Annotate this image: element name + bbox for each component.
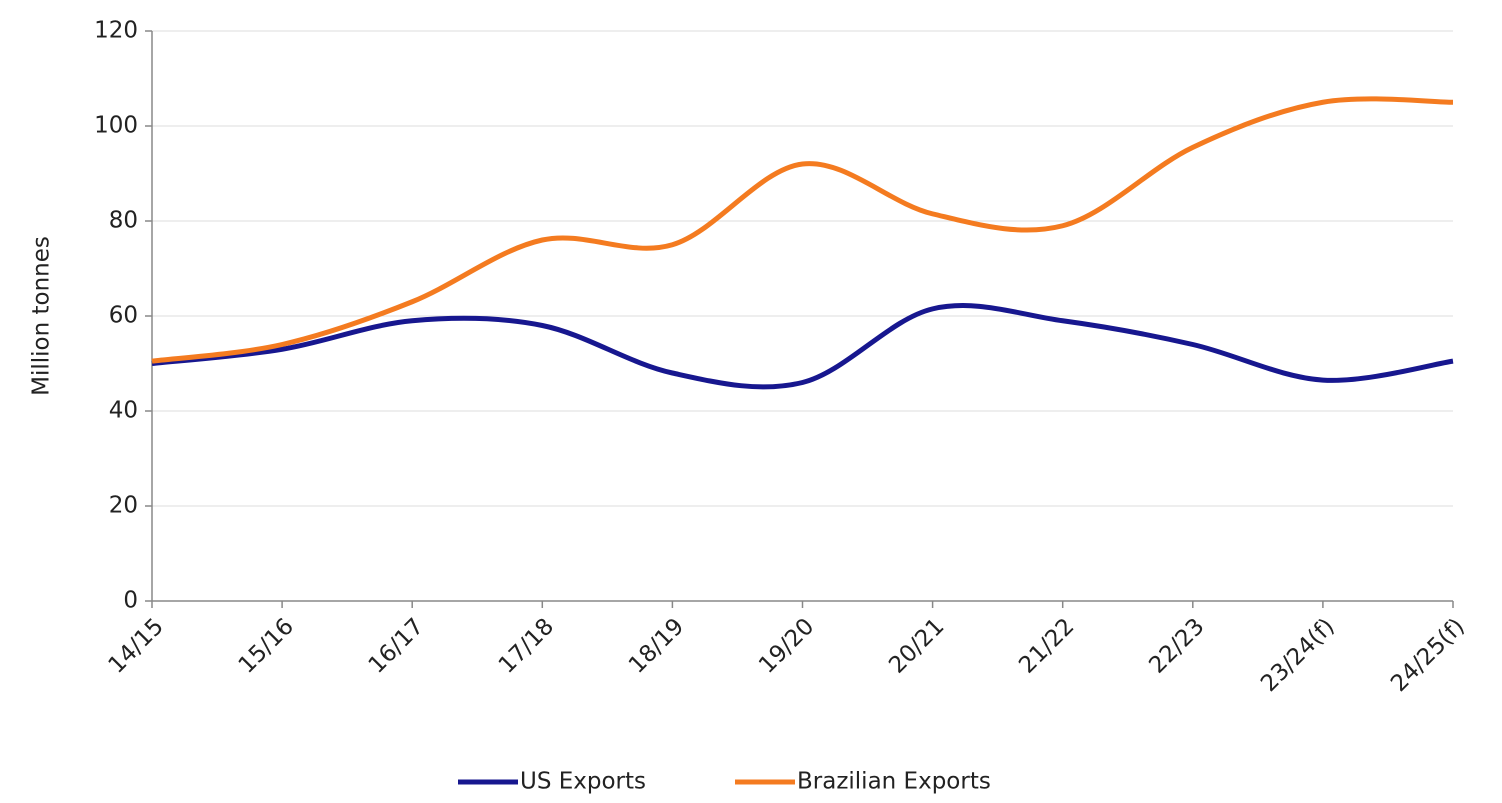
series-line (151, 303, 1454, 390)
x-tick-label: 18/19 (624, 613, 689, 678)
y-tick-label: 20 (109, 493, 138, 519)
x-tick-label: 24/25(f) (1386, 613, 1470, 697)
x-tick-label: 16/17 (364, 613, 429, 678)
x-tick-label: 20/21 (884, 613, 949, 678)
y-axis-label: Million tonnes (29, 236, 55, 396)
legend-label: US Exports (520, 769, 646, 795)
legend-label: Brazilian Exports (797, 769, 991, 795)
x-tick-label: 14/15 (104, 613, 169, 678)
y-tick-label: 100 (94, 113, 138, 139)
x-tick-label: 15/16 (234, 613, 299, 678)
y-tick-label: 120 (94, 18, 138, 44)
x-tick-label: 23/24(f) (1256, 613, 1340, 697)
y-tick-label: 80 (109, 208, 138, 234)
series-line (151, 96, 1454, 364)
y-tick-label: 40 (109, 398, 138, 424)
y-tick-label: 60 (109, 303, 138, 329)
x-tick-label: 22/23 (1144, 613, 1209, 678)
x-tick-label: 21/22 (1014, 613, 1079, 678)
x-tick-label: 19/20 (754, 613, 819, 678)
x-tick-label: 17/18 (494, 613, 559, 678)
y-tick-label: 0 (123, 588, 138, 614)
